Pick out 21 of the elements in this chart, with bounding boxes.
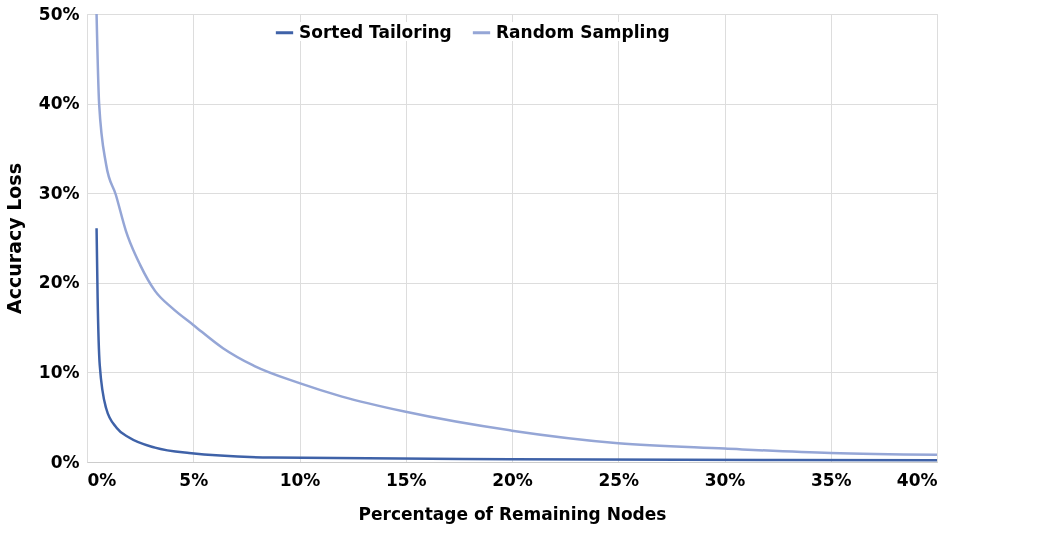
y-tick-label: 50%: [38, 3, 80, 24]
legend-label: Sorted Tailoring: [299, 21, 452, 42]
y-axis-title: Accuracy Loss: [2, 163, 25, 314]
x-tick-label: 15%: [385, 469, 427, 490]
y-tick-label: 40%: [38, 93, 80, 114]
y-tick-label: 20%: [38, 272, 80, 293]
x-tick-label: 0%: [87, 469, 117, 490]
x-tick-label: 5%: [179, 469, 209, 490]
x-tick-label: 40%: [896, 469, 938, 490]
x-tick-label: 20%: [492, 469, 533, 490]
x-axis-title: Percentage of Remaining Nodes: [358, 503, 667, 524]
y-tick-label: 0%: [50, 451, 80, 472]
legend-label: Random Sampling: [496, 21, 670, 42]
x-tick-label: 25%: [598, 469, 640, 490]
x-tick-label: 30%: [704, 469, 746, 490]
y-tick-label: 10%: [38, 361, 80, 382]
y-tick-label: 30%: [38, 182, 80, 203]
line-series: [95, 226, 937, 462]
x-tick-label: 10%: [279, 469, 321, 490]
x-tick-label: 35%: [810, 469, 852, 490]
line-series: [95, 14, 937, 457]
